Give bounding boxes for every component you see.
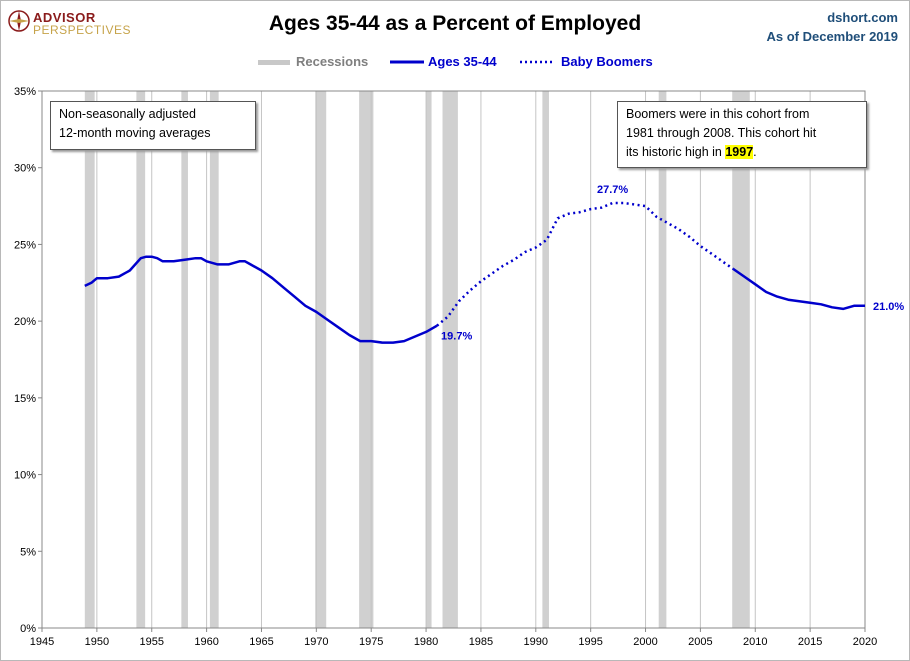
legend-label-recessions: Recessions — [296, 54, 369, 69]
note-line-1: Non-seasonally adjusted — [59, 107, 196, 121]
note-box-boomers: Boomers were in this cohort from 1981 th… — [617, 101, 867, 168]
note-boomers-line-3: its historic high in 1997. — [626, 143, 866, 162]
x-tick-label: 2015 — [798, 636, 822, 648]
legend-swatch-ages-35-44 — [390, 60, 424, 64]
y-tick-label: 25% — [14, 239, 36, 251]
x-tick-label: 2010 — [743, 636, 767, 648]
x-tick-label: 1980 — [414, 636, 438, 648]
x-tick-label: 1990 — [524, 636, 548, 648]
note-boomers-line-2: 1981 through 2008. This cohort hit — [626, 126, 817, 140]
x-tick-label: 2000 — [633, 636, 657, 648]
data-label: 21.0% — [873, 301, 904, 313]
note-line-2: 12-month moving averages — [59, 126, 211, 140]
note-boomers-line-1: Boomers were in this cohort from — [626, 107, 810, 121]
recession-band — [732, 91, 750, 628]
x-tick-label: 1995 — [578, 636, 602, 648]
legend-label-baby-boomers: Baby Boomers — [561, 54, 653, 69]
recession-band — [315, 91, 327, 628]
note-box-method: Non-seasonally adjusted 12-month moving … — [50, 101, 256, 150]
recession-band — [209, 91, 219, 628]
series-line-ages-35-44 — [732, 267, 865, 311]
recession-band — [181, 91, 188, 628]
chart-legend: Recessions Ages 35-44 Baby Boomers — [0, 54, 910, 72]
legend-swatch-recessions — [258, 60, 290, 65]
recession-band — [136, 91, 146, 628]
source-site: dshort.com — [827, 10, 898, 25]
x-tick-label: 2005 — [688, 636, 712, 648]
y-tick-label: 30% — [14, 163, 36, 175]
x-tick-label: 1945 — [30, 636, 54, 648]
x-tick-label: 1965 — [249, 636, 273, 648]
highlighted-peak-year: 1997 — [725, 145, 754, 159]
legend-swatch-baby-boomers — [520, 60, 554, 64]
data-label: 19.7% — [441, 331, 472, 343]
y-tick-label: 20% — [14, 316, 36, 328]
logo-text-bottom: PERSPECTIVES — [33, 23, 132, 37]
recession-band — [542, 91, 549, 628]
x-tick-label: 1960 — [194, 636, 218, 648]
recession-band — [84, 91, 95, 628]
advisor-perspectives-logo: ADVISOR PERSPECTIVES — [8, 8, 148, 38]
x-tick-label: 1975 — [359, 636, 383, 648]
logo-text-top: ADVISOR — [33, 10, 96, 25]
chart-title: Ages 35-44 as a Percent of Employed — [268, 12, 642, 35]
y-tick-label: 5% — [20, 546, 36, 558]
x-tick-label: 1985 — [469, 636, 493, 648]
y-tick-label: 15% — [14, 393, 36, 405]
source-date: As of December 2019 — [766, 29, 898, 44]
legend-label-ages-35-44: Ages 35-44 — [428, 54, 497, 69]
recession-band — [442, 91, 458, 628]
note-boomers-line-3-post: . — [753, 145, 757, 159]
recession-band — [426, 91, 432, 628]
recession-band — [658, 91, 667, 628]
data-label: 27.7% — [597, 184, 628, 196]
x-tick-label: 1950 — [85, 636, 109, 648]
x-tick-label: 1955 — [139, 636, 163, 648]
y-tick-label: 35% — [14, 86, 36, 98]
compass-logo-icon — [8, 10, 30, 32]
plot-area-border — [41, 90, 866, 629]
series-line-baby-boomers — [436, 201, 735, 327]
y-tick-label: 10% — [14, 470, 36, 482]
x-tick-label: 2020 — [853, 636, 877, 648]
note-boomers-line-3-pre: its historic high in — [626, 145, 726, 159]
source-block: dshort.com As of December 2019 — [766, 8, 898, 46]
series-line-ages-35-44 — [84, 255, 438, 344]
x-tick-label: 1970 — [304, 636, 328, 648]
y-tick-label: 0% — [20, 623, 36, 635]
recession-band — [359, 91, 374, 628]
